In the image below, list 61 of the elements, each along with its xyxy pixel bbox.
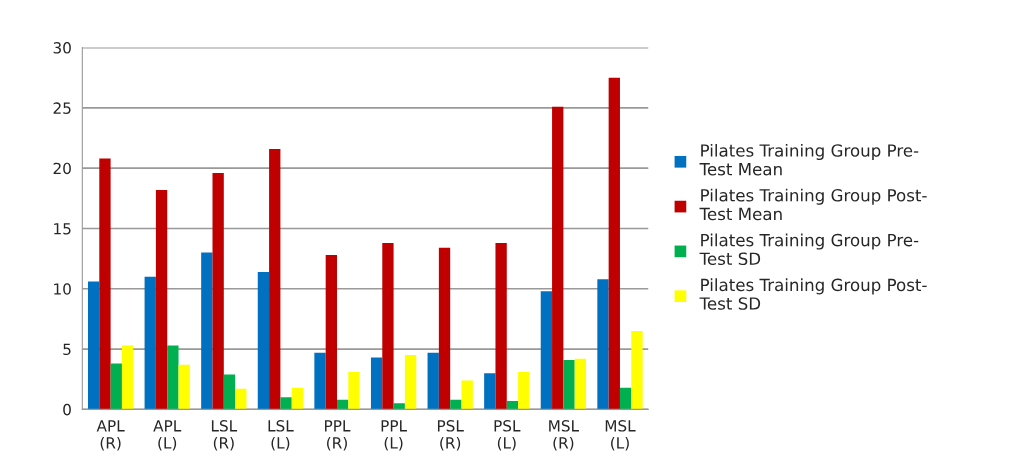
bar: [495, 242, 507, 410]
bar: [631, 330, 643, 410]
bar: [427, 352, 439, 410]
x-tick-label: APL (L): [153, 420, 182, 451]
legend-label: Pilates Training Group Post-Test SD: [699, 278, 927, 310]
bar: [438, 247, 451, 410]
y-tick-label: 30: [53, 42, 71, 54]
bar: [87, 281, 100, 410]
y-tick-label: 10: [54, 283, 71, 295]
bar: [223, 374, 236, 410]
bar: [552, 106, 564, 410]
y-tick-label: 5: [63, 343, 71, 356]
bar: [325, 255, 337, 410]
bar: [574, 358, 587, 410]
x-tick-label: PPL (R): [325, 420, 351, 451]
bar: [269, 148, 281, 410]
bar: [461, 380, 473, 410]
bar: [382, 242, 394, 410]
bar: [393, 403, 405, 410]
bar: [370, 357, 383, 410]
bar: [619, 387, 632, 410]
legend-label: Pilates Training Group Pre-Test SD: [699, 233, 919, 266]
bar: [608, 77, 620, 410]
bar: [518, 371, 530, 410]
x-tick-label: LSL (L): [268, 420, 294, 451]
bar: [597, 279, 609, 410]
bar: [257, 271, 270, 410]
bar: [450, 399, 462, 410]
x-tick-label: MSL (R): [549, 420, 579, 451]
bar: [212, 173, 224, 410]
bar: [99, 158, 111, 410]
bar: [348, 371, 360, 410]
bar: [506, 400, 519, 410]
x-tick-label: MSL (L): [605, 420, 636, 451]
y-tick-label: 25: [53, 102, 71, 114]
bar: [291, 387, 304, 410]
bar: [201, 252, 213, 410]
x-tick-label: APL (R): [96, 420, 125, 451]
x-tick-label: PSL (R): [437, 420, 464, 451]
y-tick-label: 20: [53, 162, 71, 175]
bar: [235, 388, 247, 410]
y-tick-label: 0: [63, 403, 71, 416]
bar: [563, 359, 575, 410]
x-tick-label: PSL (L): [494, 420, 521, 451]
y-tick-label: 15: [54, 223, 71, 235]
bar: [121, 345, 134, 410]
bar: [144, 276, 156, 410]
bar: [540, 291, 553, 410]
bar: [484, 373, 496, 410]
x-tick-label: LSL (R): [211, 420, 238, 451]
bar: [167, 345, 179, 410]
bar: [404, 355, 417, 410]
bar: [155, 189, 168, 410]
bar: [314, 352, 326, 410]
bar: [337, 399, 349, 410]
bar: [280, 397, 292, 410]
legend-label: Pilates Training Group Post-Test Mean: [699, 188, 927, 221]
bar: [178, 364, 190, 410]
x-tick-label: PPL (L): [381, 420, 407, 451]
bar: [110, 363, 122, 410]
legend-label: Pilates Training Group Pre-Test Mean: [699, 143, 919, 176]
